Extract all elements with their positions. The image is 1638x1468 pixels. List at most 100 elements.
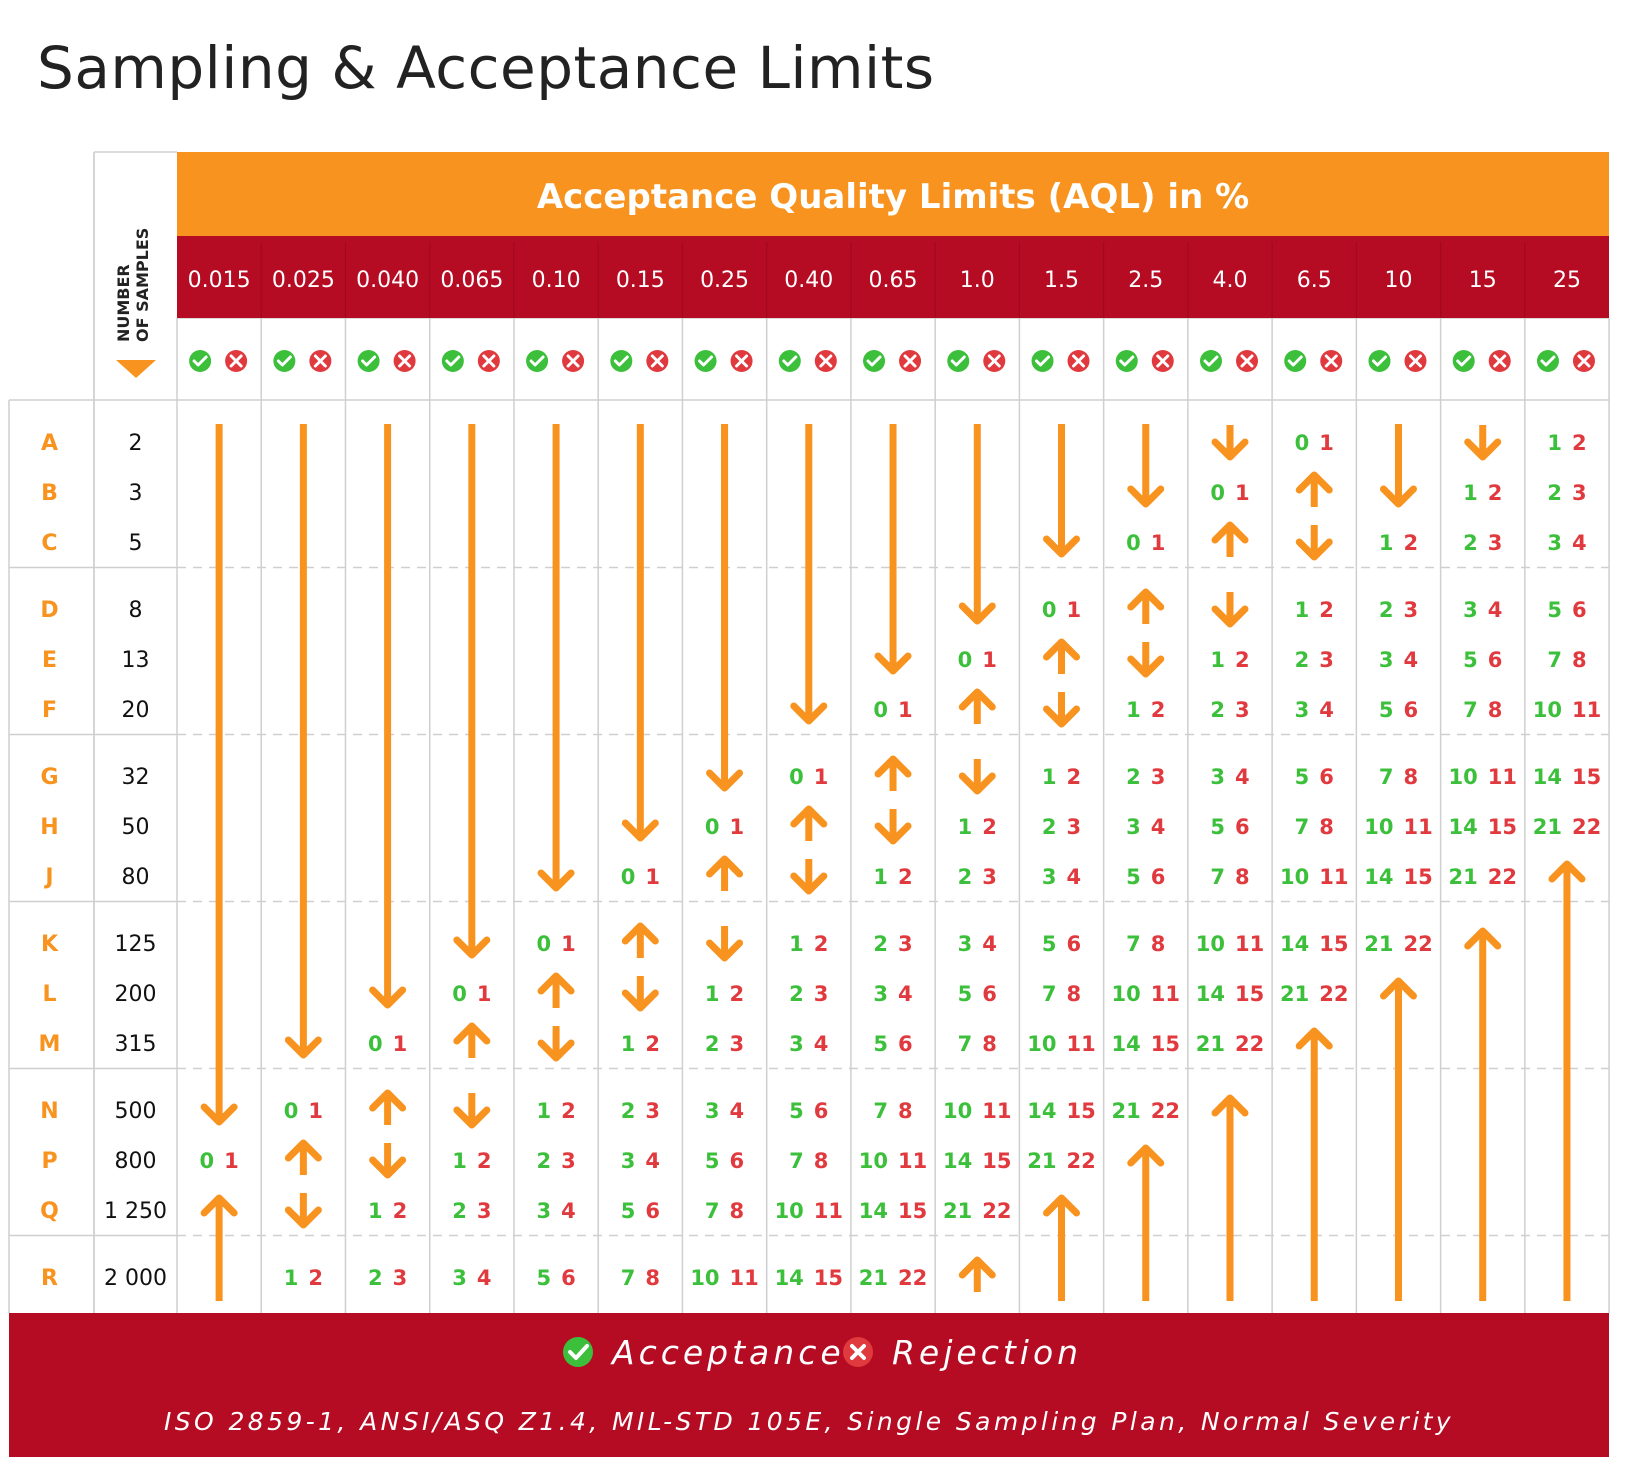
arrow-up-icon <box>1295 1027 1333 1301</box>
reject-number: 11 <box>814 1199 843 1223</box>
accept-number: 14 <box>1027 1099 1056 1123</box>
accept-number: 0 <box>705 815 720 839</box>
table-grid <box>8 151 1610 1313</box>
arrow-down-icon <box>790 424 828 725</box>
reject-number: 8 <box>1572 648 1587 672</box>
reject-number: 8 <box>730 1199 745 1223</box>
accept-number: 14 <box>775 1266 804 1290</box>
accept-number: 21 <box>859 1266 888 1290</box>
row-code: K <box>41 932 59 957</box>
row-samples: 315 <box>115 1032 157 1057</box>
reject-number: 11 <box>1235 932 1264 956</box>
aql-level-label: 4.0 <box>1213 268 1248 293</box>
reject-number: 1 <box>308 1099 323 1123</box>
accept-number: 7 <box>789 1149 804 1173</box>
reject-number: 3 <box>561 1149 576 1173</box>
accept-number: 0 <box>452 982 467 1006</box>
accept-number: 2 <box>1210 698 1225 722</box>
ac-re-value: 10 11 <box>1112 982 1180 1006</box>
aql-level-label: 0.15 <box>616 268 665 293</box>
reject-number: 22 <box>1151 1099 1180 1123</box>
accept-number: 2 <box>705 1032 720 1056</box>
reject-number: 11 <box>1151 982 1180 1006</box>
ac-re-value: 10 11 <box>775 1199 843 1223</box>
accept-number: 3 <box>621 1149 636 1173</box>
accept-number: 5 <box>873 1032 888 1056</box>
arrow-up-icon <box>369 1089 407 1125</box>
page-title: Sampling & Acceptance Limits <box>37 34 935 102</box>
accept-number: 1 <box>368 1199 383 1223</box>
reject-number: 15 <box>1151 1032 1180 1056</box>
x-mark <box>1577 354 1591 368</box>
check-mark <box>613 355 629 367</box>
ac-re-value: 14 15 <box>1112 1032 1180 1056</box>
accept-number: 5 <box>1379 698 1394 722</box>
samples-header-line-2: OF SAMPLES <box>133 228 152 342</box>
accept-number: 7 <box>1126 932 1141 956</box>
arrow-down-icon <box>706 926 744 962</box>
ac-re-value: 21 22 <box>1196 1032 1264 1056</box>
reject-number: 8 <box>1319 815 1334 839</box>
check-mark <box>1119 355 1135 367</box>
aql-header-title: Acceptance Quality Limits (AQL) in % <box>537 177 1249 217</box>
reject-number: 2 <box>1572 431 1587 455</box>
accept-number: 3 <box>873 982 888 1006</box>
reject-number: 1 <box>1319 431 1334 455</box>
reject-number: 2 <box>1067 765 1082 789</box>
aql-level-label: 6.5 <box>1297 268 1332 293</box>
ac-re-value: 14 15 <box>775 1266 843 1290</box>
arrow-down-icon <box>1127 642 1165 678</box>
arrow-up-icon <box>1379 977 1417 1301</box>
reject-number: 2 <box>982 815 997 839</box>
row-samples: 5 <box>129 531 143 556</box>
row-code: A <box>41 431 58 456</box>
reject-number: 3 <box>393 1266 408 1290</box>
accept-number: 2 <box>1547 481 1562 505</box>
aql-level-label: 0.065 <box>440 268 503 293</box>
x-mark <box>735 354 749 368</box>
ac-re-value: 21 22 <box>1448 865 1516 889</box>
accept-number: 0 <box>284 1099 299 1123</box>
row-samples: 50 <box>122 815 150 840</box>
arrow-down-icon <box>1043 424 1081 558</box>
reject-number: 8 <box>1403 765 1418 789</box>
ac-re-value: 10 11 <box>1533 698 1601 722</box>
arrow-up-icon <box>537 972 575 1008</box>
ac-re-value: 21 22 <box>859 1266 927 1290</box>
accept-number: 10 <box>775 1199 804 1223</box>
accept-number: 14 <box>1112 1032 1141 1056</box>
accept-number: 0 <box>621 865 636 889</box>
reject-number: 11 <box>1488 765 1517 789</box>
reject-number: 2 <box>393 1199 408 1223</box>
reject-number: 4 <box>645 1149 660 1173</box>
check-mark <box>1287 355 1303 367</box>
arrow-up-icon <box>621 922 659 958</box>
accept-number: 5 <box>1547 598 1562 622</box>
reject-number: 15 <box>814 1266 843 1290</box>
ac-re-value: 10 11 <box>859 1149 927 1173</box>
arrow-up-icon <box>284 1139 322 1175</box>
reject-number: 8 <box>898 1099 913 1123</box>
accept-number: 3 <box>1210 765 1225 789</box>
arrow-down-icon <box>1127 424 1165 508</box>
x-mark <box>819 354 833 368</box>
reject-number: 1 <box>1235 481 1250 505</box>
reject-number: 2 <box>645 1032 660 1056</box>
accept-number: 10 <box>1196 932 1225 956</box>
accept-number: 7 <box>705 1199 720 1223</box>
reject-number: 22 <box>1319 982 1348 1006</box>
aql-level-label: 0.65 <box>869 268 918 293</box>
